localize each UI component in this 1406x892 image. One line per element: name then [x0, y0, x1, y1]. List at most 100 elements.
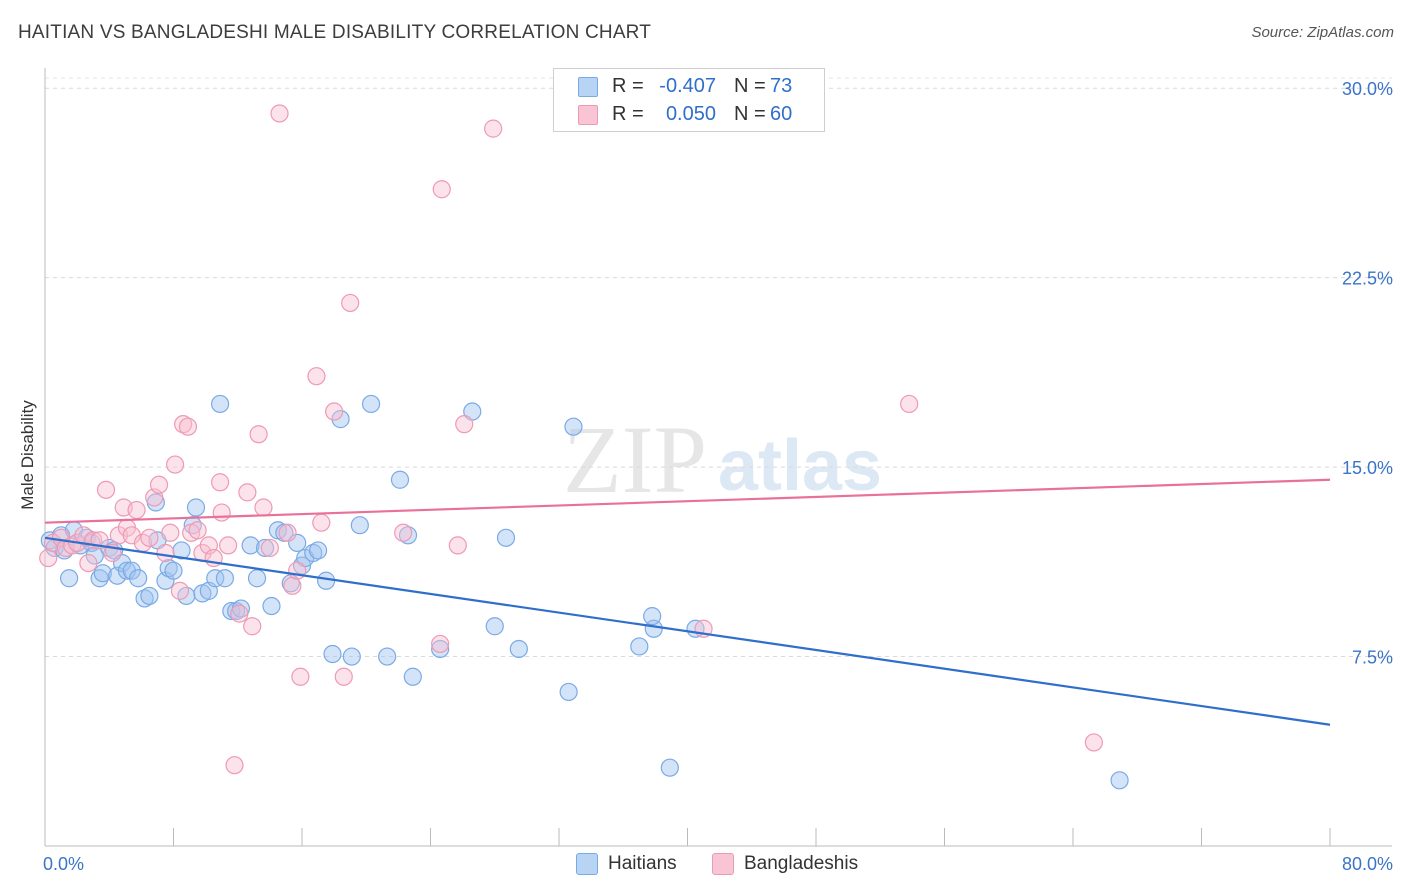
- point-bangladeshis: [1084, 733, 1103, 752]
- y-tick-label: 15.0%: [1342, 458, 1393, 478]
- point-haitians: [350, 516, 369, 535]
- stats-r-value: -0.407: [659, 75, 716, 97]
- point-haitians: [323, 644, 342, 664]
- point-haitians: [331, 410, 350, 429]
- source-credit: Source: ZipAtlas.com: [1251, 24, 1394, 41]
- data-points: [39, 104, 1129, 790]
- point-bangladeshis: [219, 536, 238, 555]
- point-bangladeshis: [161, 523, 180, 542]
- point-bangladeshis: [448, 536, 467, 555]
- trend-line-bangladeshis: [44, 478, 1331, 524]
- point-haitians: [129, 569, 148, 588]
- point-bangladeshis: [249, 425, 268, 444]
- point-haitians: [559, 682, 578, 702]
- point-bangladeshis: [325, 402, 344, 421]
- point-haitians: [398, 526, 418, 545]
- legend-label-haitians: Haitians: [608, 853, 677, 874]
- point-haitians: [308, 541, 328, 560]
- point-haitians: [59, 569, 79, 588]
- point-haitians: [140, 586, 159, 606]
- point-bangladeshis: [230, 604, 249, 623]
- point-bangladeshis: [238, 483, 257, 502]
- point-haitians: [159, 559, 178, 578]
- point-haitians: [215, 569, 234, 588]
- legend-swatch-bangladeshis: [712, 852, 734, 875]
- point-haitians: [135, 589, 154, 608]
- x-tick-label: 0.0%: [43, 854, 84, 874]
- point-bangladeshis: [170, 581, 190, 600]
- stats-n-value: 73: [770, 75, 793, 97]
- point-bangladeshis: [278, 523, 297, 542]
- point-bangladeshis: [212, 503, 231, 522]
- y-tick-label: 7.5%: [1352, 648, 1393, 668]
- stats-box: R = -0.407 N = 73 R = 0.050 N = 60: [553, 68, 825, 132]
- point-haitians: [660, 758, 679, 777]
- point-haitians: [241, 536, 260, 555]
- y-axis-label: Male Disability: [18, 400, 37, 510]
- point-bangladeshis: [79, 553, 98, 573]
- point-bangladeshis: [288, 561, 307, 580]
- point-bangladeshis: [341, 293, 360, 313]
- stats-row-bangladeshis: R = 0.050 N = 60: [554, 100, 824, 128]
- point-haitians: [390, 470, 410, 489]
- legend: Haitians Bangladeshis: [0, 852, 1406, 878]
- point-haitians: [485, 617, 504, 636]
- axes: [44, 68, 1392, 847]
- point-bangladeshis: [210, 473, 230, 492]
- point-haitians: [496, 528, 516, 547]
- point-haitians: [509, 639, 528, 659]
- stats-r-value: 0.050: [665, 103, 716, 125]
- gridlines: [45, 77, 1392, 658]
- y-tick-label: 22.5%: [1342, 269, 1393, 289]
- y-tick-label: 30.0%: [1342, 79, 1393, 99]
- point-haitians: [1110, 771, 1129, 790]
- point-haitians: [361, 394, 381, 414]
- point-bangladeshis: [900, 394, 919, 414]
- point-haitians: [304, 543, 323, 563]
- legend-item-bangladeshis[interactable]: Bangladeshis: [712, 852, 858, 878]
- point-bangladeshis: [455, 415, 474, 434]
- stats-n-value: 60: [770, 103, 793, 125]
- point-haitians: [186, 498, 206, 517]
- point-bangladeshis: [149, 475, 169, 494]
- point-haitians: [93, 564, 112, 583]
- point-bangladeshis: [156, 543, 175, 563]
- stats-swatch-haitians: [578, 77, 598, 97]
- watermark: ZIP atlas: [563, 406, 882, 513]
- point-haitians: [206, 569, 225, 588]
- point-bangladeshis: [270, 104, 289, 123]
- legend-swatch-haitians: [576, 852, 598, 875]
- point-bangladeshis: [334, 667, 353, 686]
- point-bangladeshis: [283, 576, 302, 595]
- point-haitians: [316, 571, 336, 590]
- point-bangladeshis: [307, 367, 326, 386]
- trend-line-haitians: [44, 536, 1331, 726]
- point-haitians: [403, 667, 422, 686]
- point-bangladeshis: [127, 500, 146, 520]
- point-haitians: [255, 538, 275, 558]
- stats-n-label: N =: [734, 103, 766, 125]
- stats-r-label: R =: [612, 103, 644, 125]
- point-bangladeshis: [96, 480, 116, 499]
- chart-title: HAITIAN VS BANGLADESHI MALE DISABILITY C…: [18, 22, 652, 43]
- point-haitians: [431, 639, 450, 659]
- stats-row-haitians: R = -0.407 N = 73: [554, 72, 824, 100]
- point-haitians: [262, 596, 281, 616]
- point-haitians: [630, 637, 649, 656]
- stats-r-label: R =: [612, 75, 644, 97]
- point-haitians: [90, 569, 109, 588]
- legend-item-haitians[interactable]: Haitians: [576, 852, 677, 878]
- x-tick-label: 80.0%: [1342, 854, 1393, 874]
- point-bangladeshis: [260, 538, 279, 558]
- stats-swatch-bangladeshis: [578, 105, 598, 125]
- point-haitians: [164, 561, 183, 580]
- point-bangladeshis: [431, 634, 450, 654]
- point-bangladeshis: [178, 417, 198, 436]
- point-bangladeshis: [394, 523, 413, 542]
- point-bangladeshis: [39, 548, 58, 568]
- point-haitians: [210, 394, 230, 414]
- point-bangladeshis: [188, 521, 207, 540]
- tick-labels: 7.5% 15.0% 22.5% 30.0% 0.0% 80.0%: [43, 79, 1393, 874]
- point-haitians: [227, 601, 246, 621]
